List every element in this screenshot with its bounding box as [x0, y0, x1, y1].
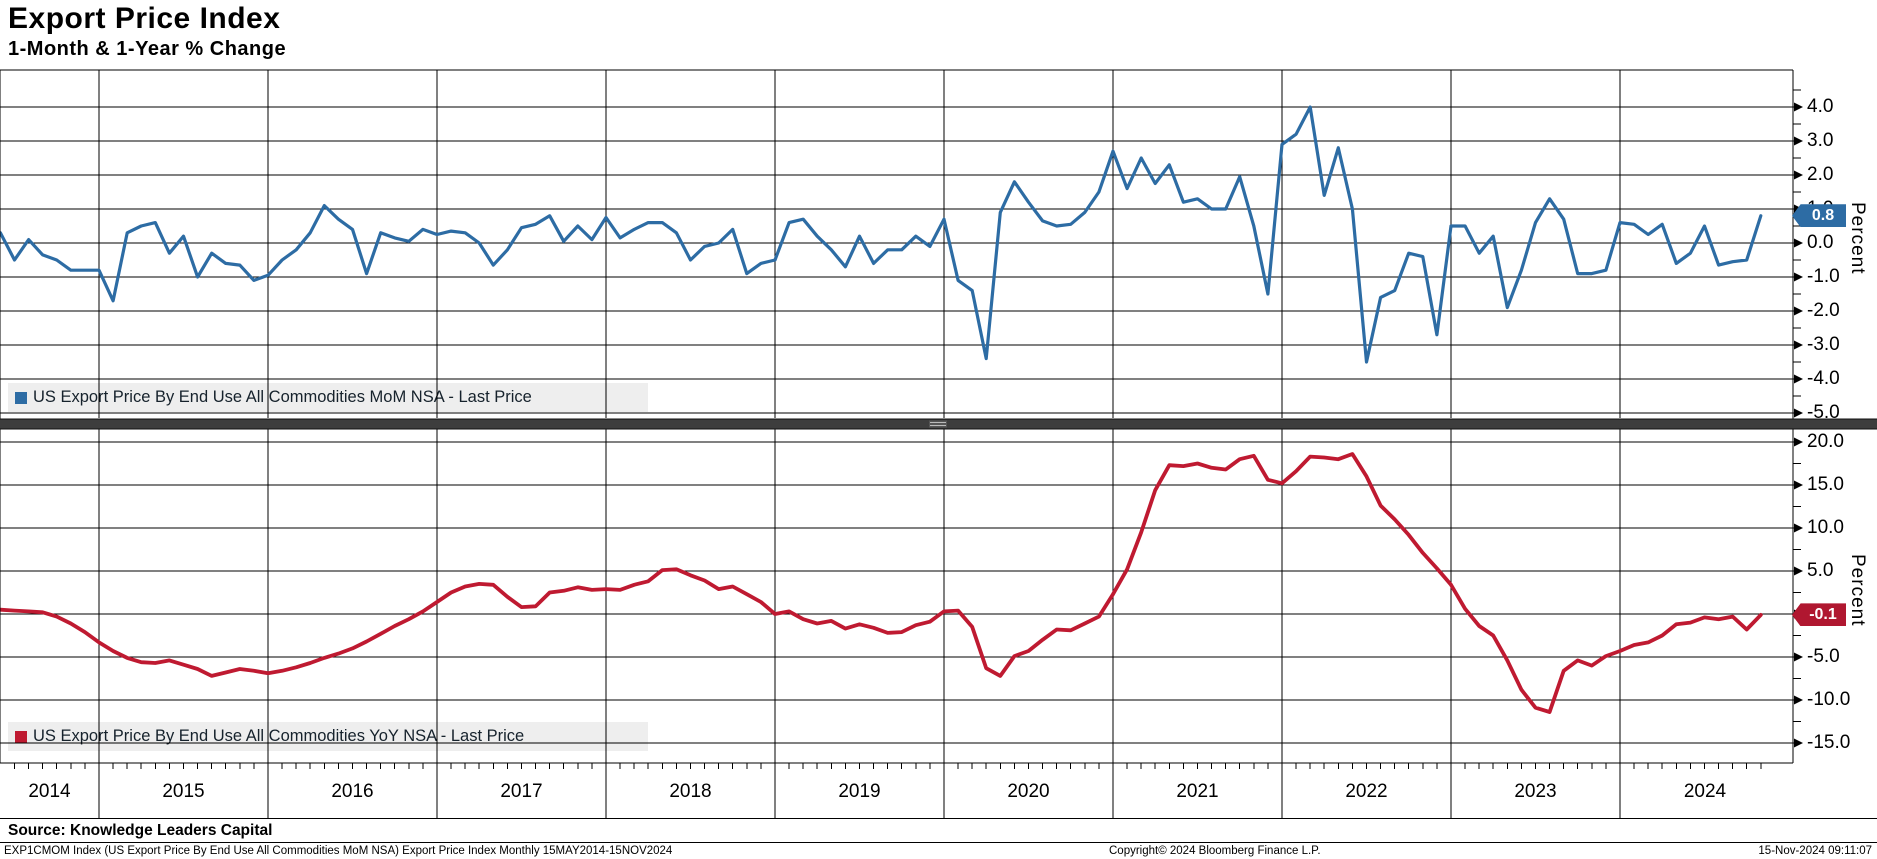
- y-axis-label-bottom--5.0: -5.0: [1807, 646, 1840, 667]
- y-axis-label-top-0.0: 0.0: [1807, 232, 1834, 253]
- x-axis-year-2020: 2020: [1007, 781, 1050, 802]
- y-axis-label-bottom-5.0: 5.0: [1807, 560, 1834, 581]
- last-price-badge-yoy[interactable]: -0.1: [1792, 603, 1846, 627]
- y-axis-label-bottom-20.0: 20.0: [1807, 431, 1844, 452]
- x-axis-year-2024: 2024: [1683, 781, 1727, 802]
- y-axis-label-top--4.0: -4.0: [1807, 368, 1840, 389]
- y-axis-label-bottom-15.0: 15.0: [1807, 474, 1844, 495]
- y-axis-label-top-2.0: 2.0: [1807, 164, 1834, 185]
- page-subtitle: 1-Month & 1-Year % Change: [8, 38, 287, 60]
- x-axis-year-2019: 2019: [838, 781, 881, 802]
- legend-yoy-label: US Export Price By End Use All Commoditi…: [33, 727, 525, 745]
- y-axis-label-top--2.0: -2.0: [1807, 300, 1840, 321]
- last-price-badge-mom[interactable]: 0.8: [1792, 204, 1846, 228]
- x-axis-year-2017: 2017: [500, 781, 543, 802]
- x-axis-year-2015: 2015: [162, 781, 205, 802]
- y-axis-label-top-4.0: 4.0: [1807, 96, 1834, 117]
- legend-mom-label: US Export Price By End Use All Commoditi…: [33, 388, 532, 406]
- y-axis-label-top--3.0: -3.0: [1807, 334, 1840, 355]
- footer-rule: [0, 842, 1877, 843]
- axis-title-top: Percent: [1847, 202, 1868, 275]
- y-axis-label-top--1.0: -1.0: [1807, 266, 1840, 287]
- page-title: Export Price Index: [8, 2, 281, 35]
- x-axis-year-2014: 2014: [28, 781, 71, 802]
- y-axis-label-bottom-10.0: 10.0: [1807, 517, 1844, 538]
- source-note: Source: Knowledge Leaders Capital: [8, 822, 273, 839]
- y-axis-label-top--5.0: -5.0: [1807, 402, 1840, 423]
- legend-yoy[interactable]: US Export Price By End Use All Commoditi…: [8, 722, 648, 751]
- y-axis-label-bottom--10.0: -10.0: [1807, 689, 1851, 710]
- footer-timestamp: 15-Nov-2024 09:11:07: [1758, 845, 1872, 857]
- x-axis-year-2018: 2018: [669, 781, 712, 802]
- x-axis-year-2022: 2022: [1345, 781, 1388, 802]
- axis-title-bottom: Percent: [1847, 554, 1868, 627]
- y-axis-label-top-3.0: 3.0: [1807, 130, 1834, 151]
- legend-swatch-mom-icon: [15, 391, 27, 404]
- legend-mom[interactable]: US Export Price By End Use All Commoditi…: [8, 383, 648, 412]
- legend-swatch-yoy-icon: [15, 730, 27, 743]
- x-axis-year-2016: 2016: [331, 781, 374, 802]
- y-axis-label-bottom--15.0: -15.0: [1807, 732, 1851, 753]
- x-axis-year-2021: 2021: [1176, 781, 1219, 802]
- axis-bottom-rule: [0, 818, 1877, 819]
- footer-description: EXP1CMOM Index (US Export Price By End U…: [4, 845, 673, 857]
- x-axis-year-2023: 2023: [1514, 781, 1557, 802]
- footer-copyright: Copyright© 2024 Bloomberg Finance L.P.: [1109, 845, 1321, 857]
